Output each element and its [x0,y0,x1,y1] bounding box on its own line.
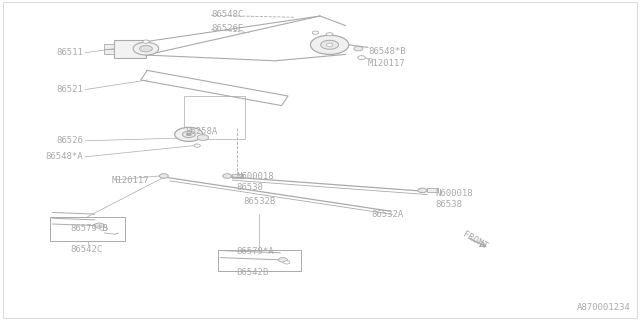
Bar [104,49,114,54]
Circle shape [197,135,209,140]
Circle shape [326,43,333,46]
Circle shape [278,258,287,262]
Text: 86526: 86526 [56,136,83,145]
Text: M120117: M120117 [368,60,406,68]
Text: 86521: 86521 [56,85,83,94]
Text: 86532A: 86532A [371,210,403,219]
Circle shape [140,45,152,52]
Text: A870001234: A870001234 [577,303,630,312]
Text: 86548*B: 86548*B [368,47,406,56]
Bar [184,96,245,139]
Bar [50,217,125,241]
Text: 86548C: 86548C [211,10,243,19]
Circle shape [182,131,195,138]
Text: N600018: N600018 [237,172,275,181]
Text: 86532B: 86532B [243,197,275,206]
Text: 86526E: 86526E [211,24,243,33]
Bar [114,40,146,58]
Text: 86538: 86538 [237,183,264,192]
Text: 86542B: 86542B [237,268,269,277]
Circle shape [284,261,290,264]
Circle shape [312,31,319,34]
Circle shape [186,133,191,136]
Circle shape [418,188,427,193]
Text: N600018: N600018 [435,189,473,198]
Text: M120117: M120117 [112,176,150,185]
Circle shape [100,227,108,231]
Text: 86538: 86538 [435,200,462,209]
Bar [104,44,114,49]
Circle shape [223,174,232,178]
Circle shape [194,144,200,147]
Circle shape [143,40,149,43]
Text: FRONT: FRONT [461,230,488,251]
Text: 86258A: 86258A [186,127,218,136]
Text: 86511: 86511 [56,48,83,57]
Circle shape [159,174,168,178]
Bar [427,188,438,192]
Circle shape [133,42,159,55]
Circle shape [326,33,333,36]
Circle shape [354,46,363,51]
Text: 86548*A: 86548*A [45,152,83,161]
Circle shape [94,223,104,228]
Text: 86579*A: 86579*A [237,247,275,256]
Circle shape [175,127,203,141]
Circle shape [358,56,365,60]
Bar [232,174,243,178]
Text: 86579*B: 86579*B [70,224,108,233]
Circle shape [321,40,339,49]
Bar [218,250,301,271]
Circle shape [310,35,349,54]
Text: 86542C: 86542C [70,245,102,254]
